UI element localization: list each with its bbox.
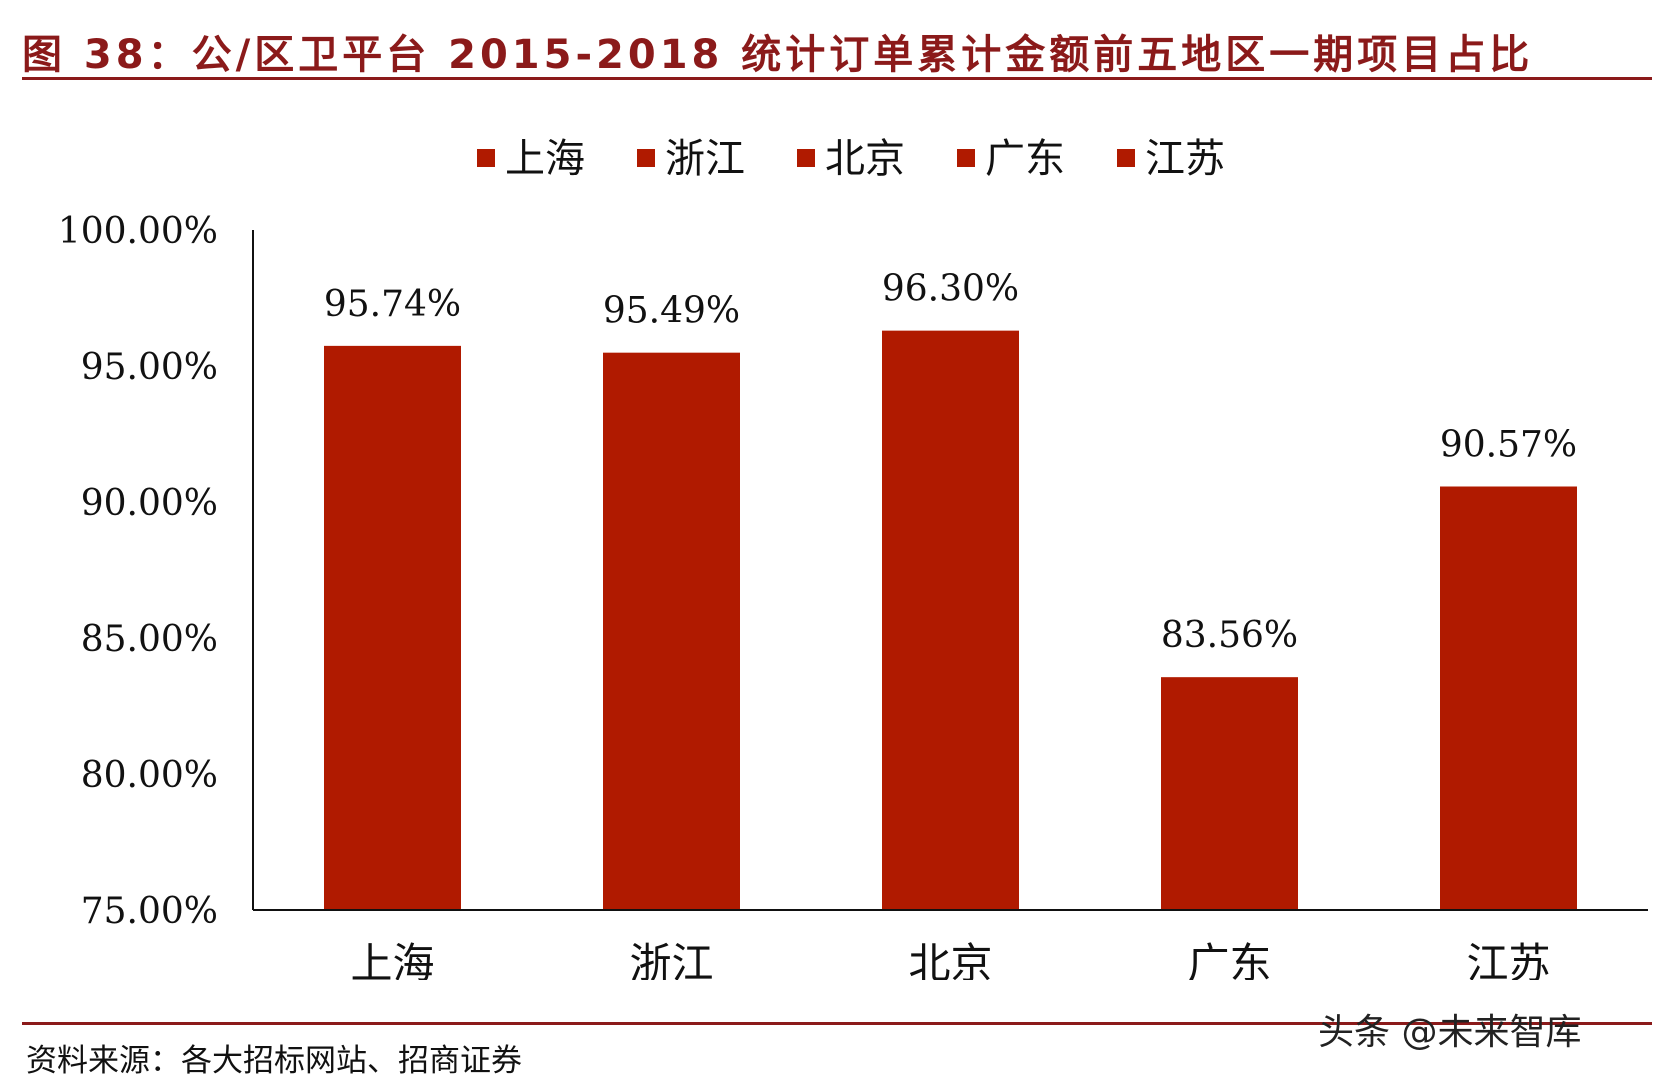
bar [603, 352, 740, 910]
bar-series: 95.74% 95.49% 96.30% 83.56% 90.57% [324, 269, 1577, 910]
y-tick-label: 100.00% [58, 211, 218, 252]
y-tick-label: 80.00% [81, 755, 218, 796]
footer-rule [22, 1022, 1652, 1025]
x-tick-label: 北京 [908, 939, 992, 980]
figure-title: 图 38：公/区卫平台 2015-2018 统计订单累计金额前五地区一期项目占比 [22, 32, 1534, 78]
legend-label: 广东 [985, 136, 1065, 182]
legend-swatch [797, 149, 815, 167]
y-axis: 75.00% 80.00% 85.00% 90.00% 95.00% 100.00% [58, 211, 254, 932]
chart-legend: 上海 浙江 北京 广东 江苏 [477, 136, 1225, 182]
bar [882, 330, 1019, 910]
legend-label: 浙江 [665, 136, 745, 182]
x-axis: 上海 浙江 北京 广东 江苏 [253, 909, 1648, 980]
data-label: 95.49% [603, 291, 740, 332]
bar [324, 345, 461, 910]
bar [1161, 677, 1298, 910]
x-tick-label: 上海 [350, 939, 434, 980]
data-label: 83.56% [1161, 615, 1298, 656]
y-tick-label: 90.00% [81, 483, 218, 524]
legend-swatch [957, 149, 975, 167]
data-label: 95.74% [324, 284, 461, 325]
y-tick-label: 75.00% [81, 891, 218, 932]
legend-label: 上海 [505, 136, 585, 182]
y-tick-label: 95.00% [81, 347, 218, 388]
legend-label: 北京 [825, 136, 905, 182]
x-tick-label: 广东 [1187, 939, 1271, 980]
y-tick-label: 85.00% [81, 619, 218, 660]
data-label: 96.30% [882, 269, 1019, 310]
watermark: 头条 @未来智库 [1318, 1012, 1582, 1053]
legend-swatch [637, 149, 655, 167]
legend-swatch [477, 149, 495, 167]
bar-chart: 上海 浙江 北京 广东 江苏 75.00%80.00%85.00%90.00%95.00… [58, 136, 1648, 980]
legend-label: 江苏 [1145, 136, 1225, 182]
source-note: 资料来源：各大招标网站、招商证券 [26, 1043, 522, 1079]
data-label: 90.57% [1440, 424, 1577, 465]
x-tick-label: 江苏 [1466, 939, 1550, 980]
title-rule [22, 77, 1652, 80]
legend-swatch [1117, 149, 1135, 167]
x-tick-label: 浙江 [629, 939, 713, 980]
bar [1440, 486, 1577, 910]
